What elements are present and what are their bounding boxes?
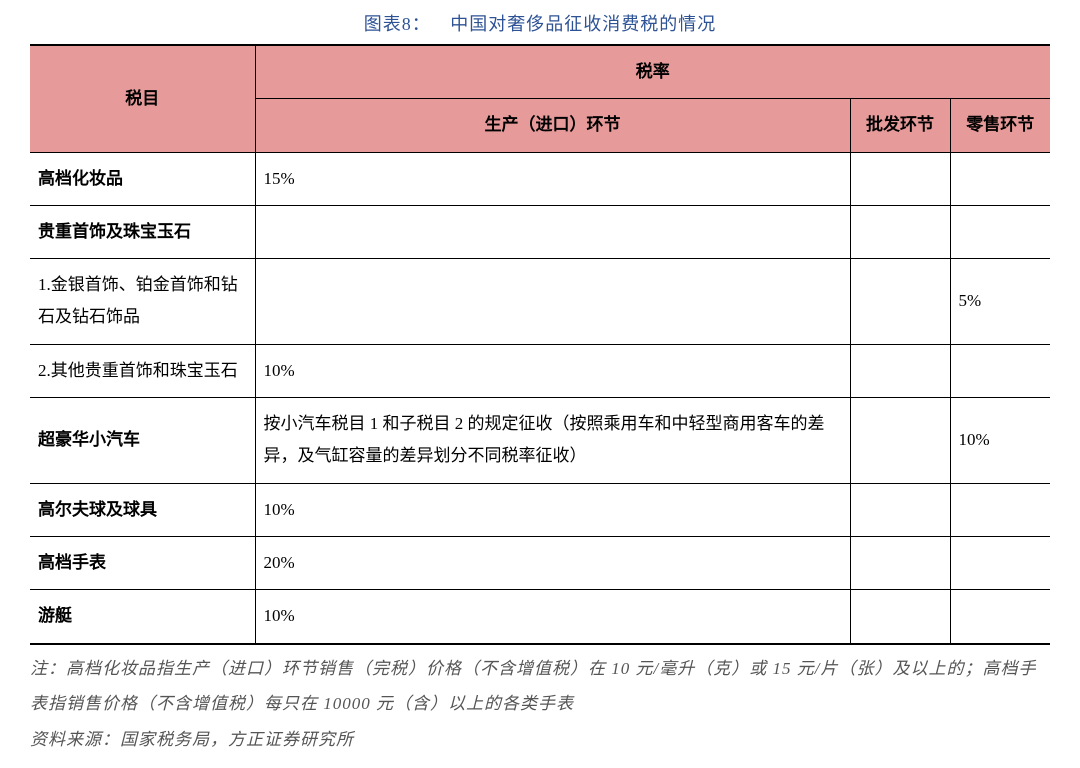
- cell-tax-item: 高档化妆品: [30, 152, 255, 205]
- cell-retail: 10%: [950, 398, 1050, 484]
- cell-production-import: 按小汽车税目 1 和子税目 2 的规定征收（按照乘用车和中轻型商用客车的差异，及…: [255, 398, 850, 484]
- cell-retail: [950, 483, 1050, 536]
- cell-tax-item: 2.其他贵重首饰和珠宝玉石: [30, 344, 255, 397]
- th-tax-rate-group: 税率: [255, 45, 1050, 99]
- table-row: 1.金银首饰、铂金首饰和钻石及钻石饰品 5%: [30, 259, 1050, 345]
- cell-retail: [950, 536, 1050, 589]
- cell-wholesale: [850, 259, 950, 345]
- cell-wholesale: [850, 398, 950, 484]
- cell-wholesale: [850, 344, 950, 397]
- table-row: 超豪华小汽车按小汽车税目 1 和子税目 2 的规定征收（按照乘用车和中轻型商用客…: [30, 398, 1050, 484]
- footnote-line-2: 资料来源：国家税务局，方正证券研究所: [30, 722, 1050, 758]
- cell-tax-item: 高档手表: [30, 536, 255, 589]
- table-row: 贵重首饰及珠宝玉石: [30, 205, 1050, 258]
- cell-retail: [950, 590, 1050, 644]
- chart-title-prefix: 图表8：: [364, 14, 431, 34]
- cell-production-import: 10%: [255, 483, 850, 536]
- chart-title-text: 中国对奢侈品征收消费税的情况: [450, 14, 716, 34]
- cell-retail: 5%: [950, 259, 1050, 345]
- cell-retail: [950, 152, 1050, 205]
- table-row: 高尔夫球及球具10%: [30, 483, 1050, 536]
- table-row: 高档手表20%: [30, 536, 1050, 589]
- cell-tax-item: 贵重首饰及珠宝玉石: [30, 205, 255, 258]
- th-tax-item: 税目: [30, 45, 255, 152]
- cell-production-import: 10%: [255, 344, 850, 397]
- table-row: 高档化妆品15%: [30, 152, 1050, 205]
- cell-tax-item: 游艇: [30, 590, 255, 644]
- cell-production-import: [255, 205, 850, 258]
- footnotes: 注：高档化妆品指生产（进口）环节销售（完税）价格（不含增值税）在 10 元/毫升…: [30, 651, 1050, 758]
- cell-wholesale: [850, 590, 950, 644]
- cell-wholesale: [850, 483, 950, 536]
- footnote-line-1: 注：高档化妆品指生产（进口）环节销售（完税）价格（不含增值税）在 10 元/毫升…: [30, 651, 1050, 722]
- tax-table: 税目 税率 生产（进口）环节 批发环节 零售环节 高档化妆品15%贵重首饰及珠宝…: [30, 44, 1050, 645]
- cell-production-import: 10%: [255, 590, 850, 644]
- th-retail: 零售环节: [950, 99, 1050, 152]
- cell-tax-item: 1.金银首饰、铂金首饰和钻石及钻石饰品: [30, 259, 255, 345]
- cell-retail: [950, 344, 1050, 397]
- table-row: 2.其他贵重首饰和珠宝玉石10%: [30, 344, 1050, 397]
- table-row: 游艇10%: [30, 590, 1050, 644]
- cell-production-import: [255, 259, 850, 345]
- cell-tax-item: 超豪华小汽车: [30, 398, 255, 484]
- cell-production-import: 15%: [255, 152, 850, 205]
- cell-retail: [950, 205, 1050, 258]
- th-wholesale: 批发环节: [850, 99, 950, 152]
- th-production-import: 生产（进口）环节: [255, 99, 850, 152]
- chart-title: 图表8： 中国对奢侈品征收消费税的情况: [30, 10, 1050, 36]
- cell-wholesale: [850, 536, 950, 589]
- cell-production-import: 20%: [255, 536, 850, 589]
- cell-tax-item: 高尔夫球及球具: [30, 483, 255, 536]
- cell-wholesale: [850, 152, 950, 205]
- cell-wholesale: [850, 205, 950, 258]
